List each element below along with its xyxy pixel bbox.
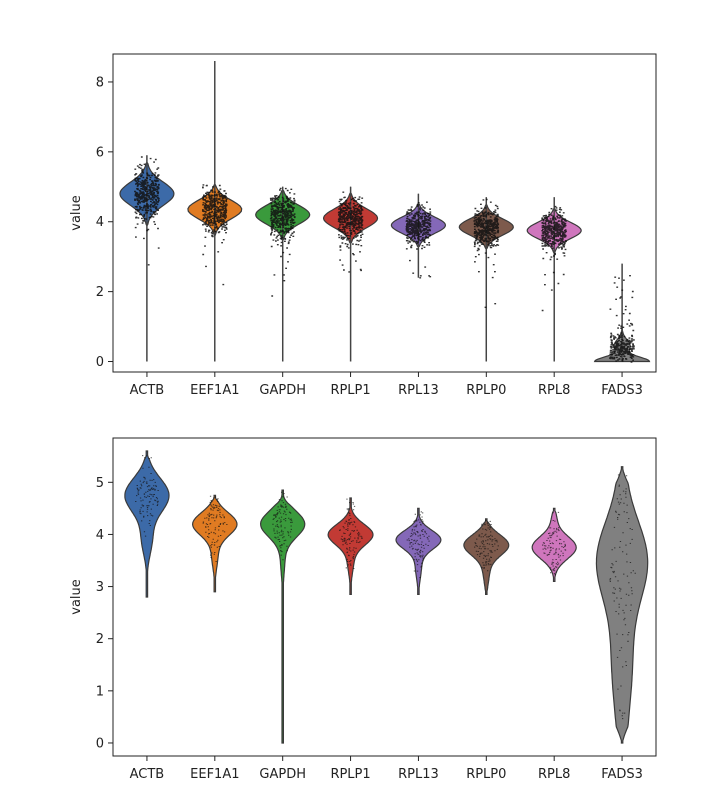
- violin-body: [595, 466, 649, 744]
- y-tick-label: 2: [96, 632, 104, 647]
- violin-rplp1: [327, 497, 374, 596]
- violin-body: [191, 494, 238, 593]
- jitter-points: [473, 198, 500, 308]
- violin-rpl13: [395, 507, 442, 596]
- jitter-points: [337, 191, 364, 273]
- y-tick-label: 4: [96, 528, 104, 543]
- violin-body: [463, 518, 510, 596]
- jitter-points: [272, 491, 293, 561]
- x-tick-label: RPLP0: [466, 383, 506, 398]
- violin-gapdh: [259, 489, 306, 744]
- violin-body: [259, 489, 306, 744]
- violin-body: [531, 507, 577, 583]
- jitter-points: [405, 201, 432, 279]
- violin-rpl8: [526, 197, 582, 362]
- chart-panel-top: 0 2 4 6 8 value ACTB EEF1A1 GAPDH RPLP1 RPL13 RPLP0…: [69, 53, 657, 398]
- violin-fads3: [595, 466, 649, 744]
- violin-body: [327, 497, 374, 596]
- y-axis-label: value: [69, 195, 84, 231]
- jitter-points: [541, 205, 567, 312]
- jitter-points: [609, 275, 635, 363]
- violin-rplp1: [322, 186, 379, 362]
- y-tick-label: 0: [96, 355, 104, 370]
- x-tick-label: GAPDH: [259, 767, 306, 782]
- jitter-points: [542, 511, 567, 576]
- jitter-points: [406, 511, 430, 578]
- jitter-points: [269, 187, 296, 297]
- x-tick-label: RPL8: [538, 383, 570, 398]
- jitter-points: [202, 184, 228, 286]
- x-tick-label: RPLP0: [466, 767, 506, 782]
- jitter-points: [474, 520, 499, 572]
- x-tick-label: RPL13: [398, 383, 439, 398]
- x-tick-label: RPL13: [398, 767, 439, 782]
- y-tick-label: 4: [96, 215, 104, 230]
- y-tick-label: 8: [96, 75, 104, 90]
- x-tick-label: FADS3: [601, 767, 643, 782]
- violin-actb: [124, 450, 170, 598]
- violin-rplp0: [458, 197, 514, 362]
- x-tick-label: ACTB: [130, 383, 165, 398]
- jitter-points: [135, 455, 159, 537]
- violin-eef1a1: [191, 494, 238, 593]
- x-tick-label: EEF1A1: [190, 767, 239, 782]
- jitter-points: [134, 156, 160, 266]
- violin-fads3: [593, 263, 651, 363]
- x-tick-label: ACTB: [130, 767, 165, 782]
- violin-gapdh: [255, 186, 311, 362]
- violin-eef1a1: [187, 60, 243, 362]
- jitter-points: [339, 498, 363, 569]
- chart-panel-bottom: 0 1 2 3 4 5 value ACTB EEF1A1 GAPDH RPLP1 RPL13 RPLP…: [69, 437, 657, 782]
- y-tick-label: 5: [96, 476, 104, 491]
- violin-actb: [119, 155, 175, 362]
- violin-rpl13: [390, 193, 447, 279]
- plot-frame: [112, 53, 657, 373]
- violin-body: [124, 450, 170, 598]
- x-tick-label: RPLP1: [330, 383, 370, 398]
- x-tick-label: GAPDH: [259, 383, 306, 398]
- x-tick-label: EEF1A1: [190, 383, 239, 398]
- x-tick-label: FADS3: [601, 383, 643, 398]
- violin-rpl8: [531, 507, 577, 583]
- y-tick-label: 6: [96, 145, 104, 160]
- y-tick-label: 1: [96, 684, 104, 699]
- y-axis-label: value: [69, 579, 84, 615]
- x-tick-label: RPLP1: [330, 767, 370, 782]
- violin-body: [395, 507, 442, 596]
- x-tick-label: RPL8: [538, 767, 570, 782]
- y-tick-label: 2: [96, 285, 104, 300]
- plot-frame: [112, 437, 657, 757]
- y-tick-label: 3: [96, 580, 104, 595]
- violin-rplp0: [463, 518, 510, 596]
- y-tick-label: 0: [96, 736, 104, 751]
